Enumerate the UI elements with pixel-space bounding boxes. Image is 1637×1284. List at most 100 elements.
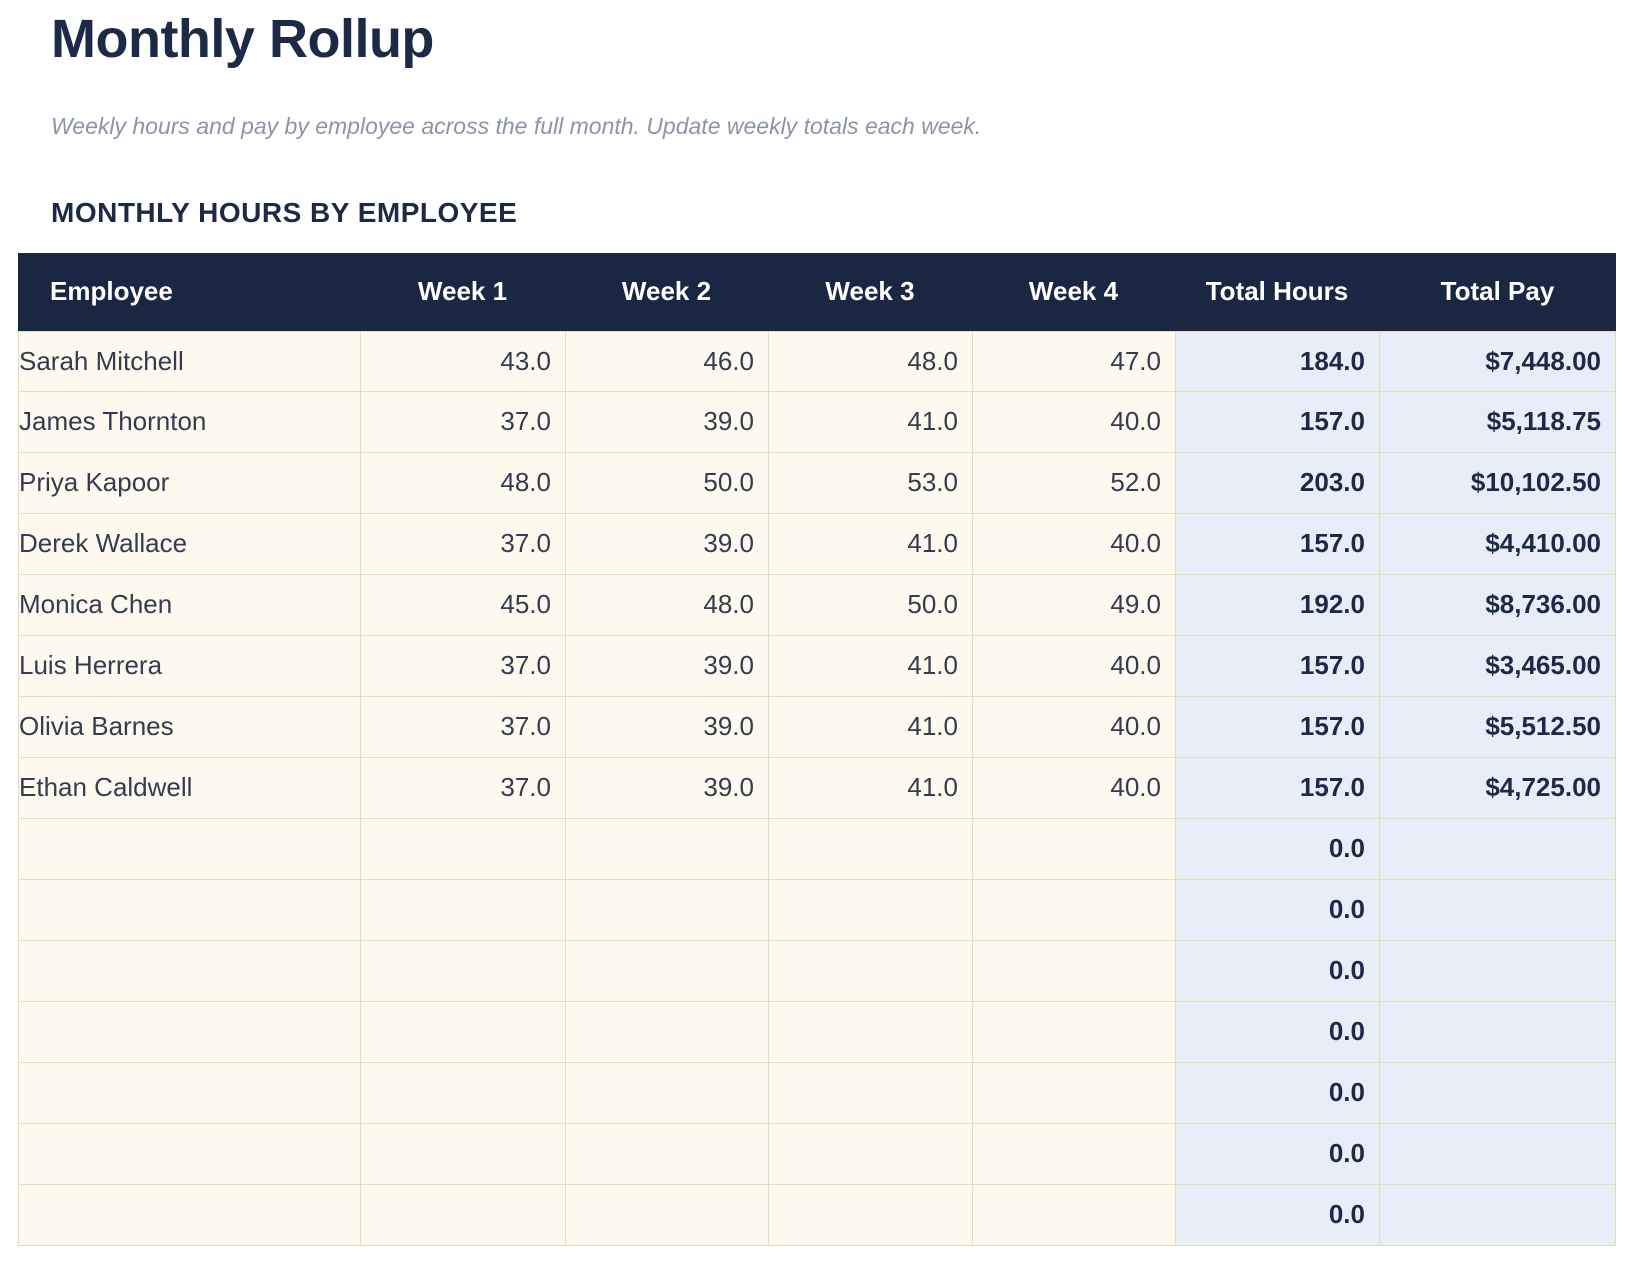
week-4-cell[interactable]: 49.0: [972, 574, 1175, 636]
total-hours-cell[interactable]: 184.0: [1175, 330, 1379, 392]
week-3-cell[interactable]: [768, 1062, 972, 1124]
employee-cell[interactable]: Olivia Barnes: [18, 696, 360, 758]
total-hours-cell[interactable]: 0.0: [1175, 1123, 1379, 1185]
total-pay-cell[interactable]: [1379, 1184, 1616, 1246]
total-pay-cell[interactable]: $5,118.75: [1379, 391, 1616, 453]
total-hours-cell[interactable]: 157.0: [1175, 391, 1379, 453]
employee-cell[interactable]: [18, 1001, 360, 1063]
total-hours-cell[interactable]: 192.0: [1175, 574, 1379, 636]
total-pay-cell[interactable]: [1379, 1001, 1616, 1063]
week-1-cell[interactable]: [360, 1123, 565, 1185]
week-1-cell[interactable]: 37.0: [360, 391, 565, 453]
week-2-cell[interactable]: 39.0: [565, 391, 768, 453]
week-2-cell[interactable]: [565, 1123, 768, 1185]
week-1-cell[interactable]: 37.0: [360, 696, 565, 758]
week-2-cell[interactable]: [565, 940, 768, 1002]
week-4-cell[interactable]: 40.0: [972, 513, 1175, 575]
week-4-cell[interactable]: [972, 879, 1175, 941]
week-3-cell[interactable]: [768, 1184, 972, 1246]
total-pay-cell[interactable]: [1379, 818, 1616, 880]
week-2-cell[interactable]: 48.0: [565, 574, 768, 636]
total-pay-cell[interactable]: [1379, 879, 1616, 941]
employee-cell[interactable]: Ethan Caldwell: [18, 757, 360, 819]
week-3-cell[interactable]: [768, 940, 972, 1002]
week-1-cell[interactable]: [360, 940, 565, 1002]
employee-cell[interactable]: [18, 1184, 360, 1246]
week-4-cell[interactable]: 40.0: [972, 391, 1175, 453]
total-hours-cell[interactable]: 203.0: [1175, 452, 1379, 514]
week-1-cell[interactable]: 48.0: [360, 452, 565, 514]
week-1-cell[interactable]: [360, 879, 565, 941]
week-2-cell[interactable]: [565, 1062, 768, 1124]
week-2-cell[interactable]: [565, 818, 768, 880]
week-3-cell[interactable]: 41.0: [768, 391, 972, 453]
week-4-cell[interactable]: 40.0: [972, 635, 1175, 697]
total-hours-cell[interactable]: 0.0: [1175, 818, 1379, 880]
week-1-cell[interactable]: 43.0: [360, 330, 565, 392]
week-1-cell[interactable]: 37.0: [360, 513, 565, 575]
week-2-cell[interactable]: 39.0: [565, 513, 768, 575]
total-pay-cell[interactable]: $10,102.50: [1379, 452, 1616, 514]
total-hours-cell[interactable]: 0.0: [1175, 1001, 1379, 1063]
total-hours-cell[interactable]: 157.0: [1175, 757, 1379, 819]
employee-cell[interactable]: [18, 1123, 360, 1185]
employee-cell[interactable]: Derek Wallace: [18, 513, 360, 575]
week-3-cell[interactable]: [768, 1123, 972, 1185]
week-1-cell[interactable]: [360, 1001, 565, 1063]
week-1-cell[interactable]: 45.0: [360, 574, 565, 636]
week-4-cell[interactable]: [972, 1001, 1175, 1063]
week-3-cell[interactable]: 50.0: [768, 574, 972, 636]
total-pay-cell[interactable]: $4,410.00: [1379, 513, 1616, 575]
total-pay-cell[interactable]: $4,725.00: [1379, 757, 1616, 819]
week-3-cell[interactable]: 53.0: [768, 452, 972, 514]
week-1-cell[interactable]: [360, 1062, 565, 1124]
employee-cell[interactable]: Sarah Mitchell: [18, 330, 360, 392]
week-4-cell[interactable]: [972, 818, 1175, 880]
total-hours-cell[interactable]: 0.0: [1175, 1062, 1379, 1124]
week-3-cell[interactable]: 48.0: [768, 330, 972, 392]
week-1-cell[interactable]: 37.0: [360, 757, 565, 819]
week-3-cell[interactable]: [768, 1001, 972, 1063]
week-2-cell[interactable]: 39.0: [565, 696, 768, 758]
week-3-cell[interactable]: [768, 879, 972, 941]
total-pay-cell[interactable]: $3,465.00: [1379, 635, 1616, 697]
week-4-cell[interactable]: 40.0: [972, 757, 1175, 819]
total-hours-cell[interactable]: 157.0: [1175, 635, 1379, 697]
total-hours-cell[interactable]: 0.0: [1175, 940, 1379, 1002]
week-4-cell[interactable]: 47.0: [972, 330, 1175, 392]
employee-cell[interactable]: [18, 879, 360, 941]
week-1-cell[interactable]: 37.0: [360, 635, 565, 697]
employee-cell[interactable]: Priya Kapoor: [18, 452, 360, 514]
week-4-cell[interactable]: [972, 1123, 1175, 1185]
week-4-cell[interactable]: 40.0: [972, 696, 1175, 758]
week-3-cell[interactable]: 41.0: [768, 635, 972, 697]
employee-cell[interactable]: [18, 818, 360, 880]
employee-cell[interactable]: Monica Chen: [18, 574, 360, 636]
total-pay-cell[interactable]: [1379, 1123, 1616, 1185]
total-pay-cell[interactable]: [1379, 1062, 1616, 1124]
week-4-cell[interactable]: 52.0: [972, 452, 1175, 514]
total-hours-cell[interactable]: 0.0: [1175, 1184, 1379, 1246]
week-4-cell[interactable]: [972, 1184, 1175, 1246]
week-3-cell[interactable]: 41.0: [768, 513, 972, 575]
total-pay-cell[interactable]: $5,512.50: [1379, 696, 1616, 758]
total-pay-cell[interactable]: [1379, 940, 1616, 1002]
employee-cell[interactable]: James Thornton: [18, 391, 360, 453]
week-2-cell[interactable]: [565, 879, 768, 941]
week-2-cell[interactable]: [565, 1001, 768, 1063]
total-hours-cell[interactable]: 157.0: [1175, 696, 1379, 758]
week-3-cell[interactable]: [768, 818, 972, 880]
week-2-cell[interactable]: 50.0: [565, 452, 768, 514]
employee-cell[interactable]: [18, 940, 360, 1002]
employee-cell[interactable]: Luis Herrera: [18, 635, 360, 697]
total-pay-cell[interactable]: $8,736.00: [1379, 574, 1616, 636]
week-1-cell[interactable]: [360, 1184, 565, 1246]
total-hours-cell[interactable]: 157.0: [1175, 513, 1379, 575]
week-2-cell[interactable]: 39.0: [565, 757, 768, 819]
week-2-cell[interactable]: 46.0: [565, 330, 768, 392]
week-1-cell[interactable]: [360, 818, 565, 880]
total-pay-cell[interactable]: $7,448.00: [1379, 330, 1616, 392]
employee-cell[interactable]: [18, 1062, 360, 1124]
week-2-cell[interactable]: [565, 1184, 768, 1246]
total-hours-cell[interactable]: 0.0: [1175, 879, 1379, 941]
